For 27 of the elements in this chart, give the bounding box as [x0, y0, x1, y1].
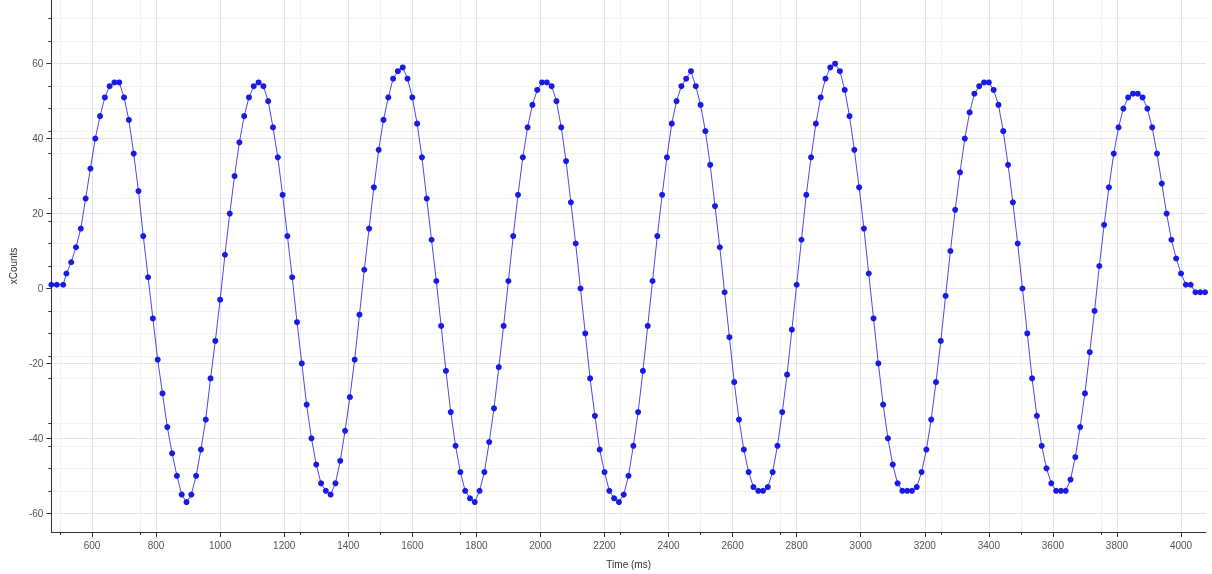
x-tick-label: 3400	[977, 539, 1001, 551]
x-tick-label: 2000	[529, 539, 552, 551]
y-tick-label: 0	[37, 282, 44, 294]
x-tick-label: 3200	[913, 539, 937, 551]
x-tick-label: 1600	[401, 539, 424, 551]
x-tick-label: 2200	[593, 539, 617, 551]
x-axis-title: Time (ms)	[606, 558, 651, 570]
y-tick-label: 60	[32, 58, 44, 70]
x-tick-label: 1400	[337, 539, 360, 551]
y-tick-label: 40	[32, 133, 44, 145]
x-tick-label: 3800	[1105, 539, 1129, 551]
x-tick-label: 1800	[465, 539, 488, 551]
x-tick-label: 2400	[657, 539, 681, 551]
x-tick-label: 800	[147, 539, 165, 551]
x-tick-label: 3000	[849, 539, 873, 551]
x-tick-label: 3600	[1041, 539, 1065, 551]
x-tick-label: 2800	[785, 539, 809, 551]
y-tick-label: 20	[32, 208, 44, 220]
y-tick-label: -60	[28, 507, 44, 519]
y-axis-title: xCounts	[7, 247, 19, 285]
y-tick-label: -20	[28, 357, 44, 369]
x-tick-label: 1000	[209, 539, 232, 551]
x-tick-label: 2600	[721, 539, 745, 551]
x-tick-label: 1200	[273, 539, 296, 551]
y-tick-label: -40	[28, 432, 44, 444]
x-tick-label: 600	[83, 539, 101, 551]
x-tick-label: 4000	[1169, 539, 1193, 551]
